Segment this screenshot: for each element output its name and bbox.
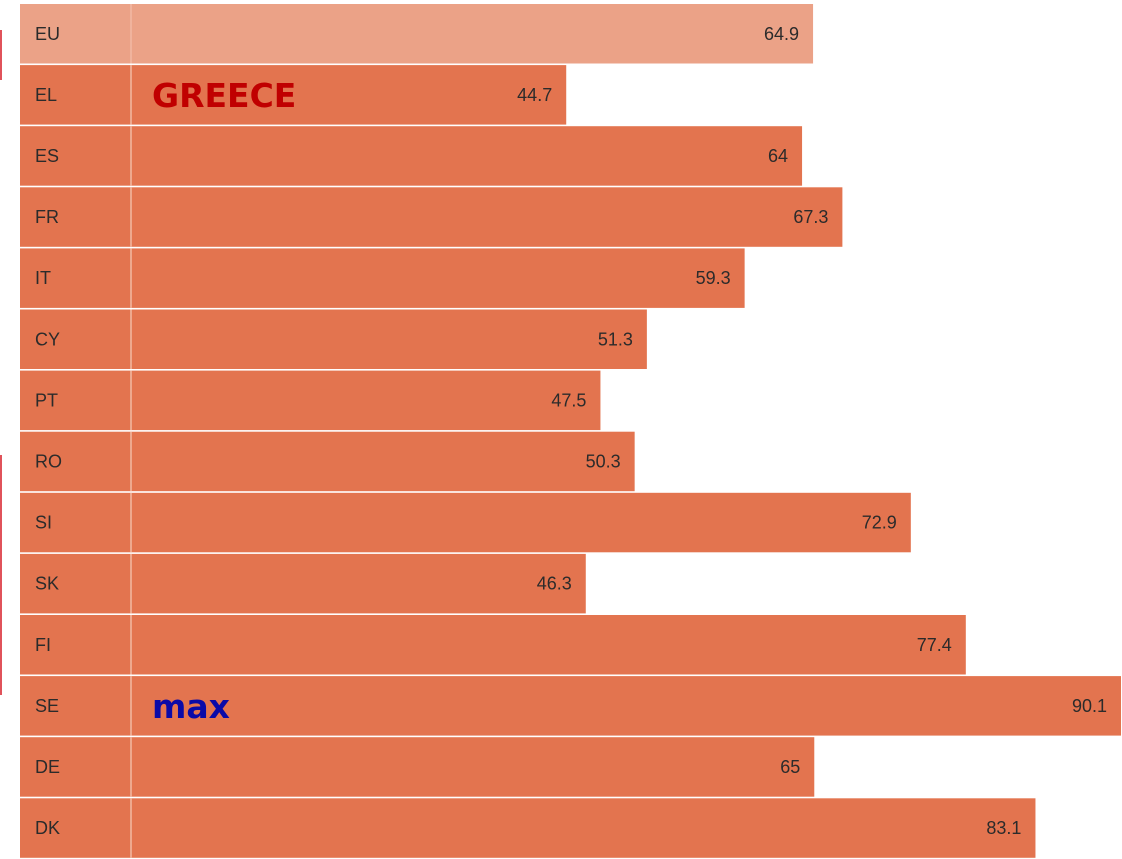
value-label: 50.3 <box>586 451 621 471</box>
value-label: 59.3 <box>696 268 731 288</box>
value-label: 64.9 <box>764 24 799 44</box>
bar-si <box>20 492 911 553</box>
annotation-label: max <box>152 687 230 726</box>
category-label: SK <box>35 574 59 594</box>
chart-annotations: GREECE max <box>152 76 296 726</box>
value-label: 65 <box>780 757 800 777</box>
bar-se <box>20 676 1121 736</box>
category-label: DK <box>35 818 60 838</box>
category-label: EU <box>35 24 60 44</box>
bar-eu <box>20 4 814 64</box>
category-label: IT <box>35 268 51 288</box>
value-label: 77.4 <box>917 635 952 655</box>
category-label: FI <box>35 635 51 655</box>
bar-ro <box>20 431 635 492</box>
bar-el <box>20 65 567 125</box>
category-label: SE <box>35 696 59 716</box>
bar-es <box>20 126 803 186</box>
value-label: 47.5 <box>551 390 586 410</box>
bar-fi <box>20 615 966 675</box>
value-label: 83.1 <box>986 818 1021 838</box>
bar-sk <box>20 553 586 614</box>
edge-mark <box>0 455 2 695</box>
category-label: FR <box>35 207 59 227</box>
category-label: SI <box>35 513 52 533</box>
bar-fr <box>20 187 843 247</box>
value-label: 46.3 <box>537 574 572 594</box>
category-label: CY <box>35 329 60 349</box>
value-label: 64 <box>768 146 788 166</box>
category-label: EL <box>35 85 57 105</box>
bar-de <box>20 737 815 797</box>
chart-rows: EU 64.9 EL 44.7 ES 64 FR 67.3 IT 59.3 CY 51.3 PT 47.5… <box>20 4 1121 858</box>
category-label: PT <box>35 390 58 410</box>
bar-it <box>20 248 745 308</box>
bar-pt <box>20 370 601 431</box>
value-label: 51.3 <box>598 329 633 349</box>
bar-cy <box>20 309 647 369</box>
value-label: 72.9 <box>862 513 897 533</box>
value-label: 67.3 <box>793 207 828 227</box>
value-label: 44.7 <box>517 85 552 105</box>
value-label: 90.1 <box>1072 696 1107 716</box>
category-label: DE <box>35 757 60 777</box>
bar-dk <box>20 798 1036 858</box>
category-label: RO <box>35 451 62 471</box>
edge-mark <box>0 30 2 80</box>
annotation-label: GREECE <box>152 76 296 115</box>
category-label: ES <box>35 146 59 166</box>
